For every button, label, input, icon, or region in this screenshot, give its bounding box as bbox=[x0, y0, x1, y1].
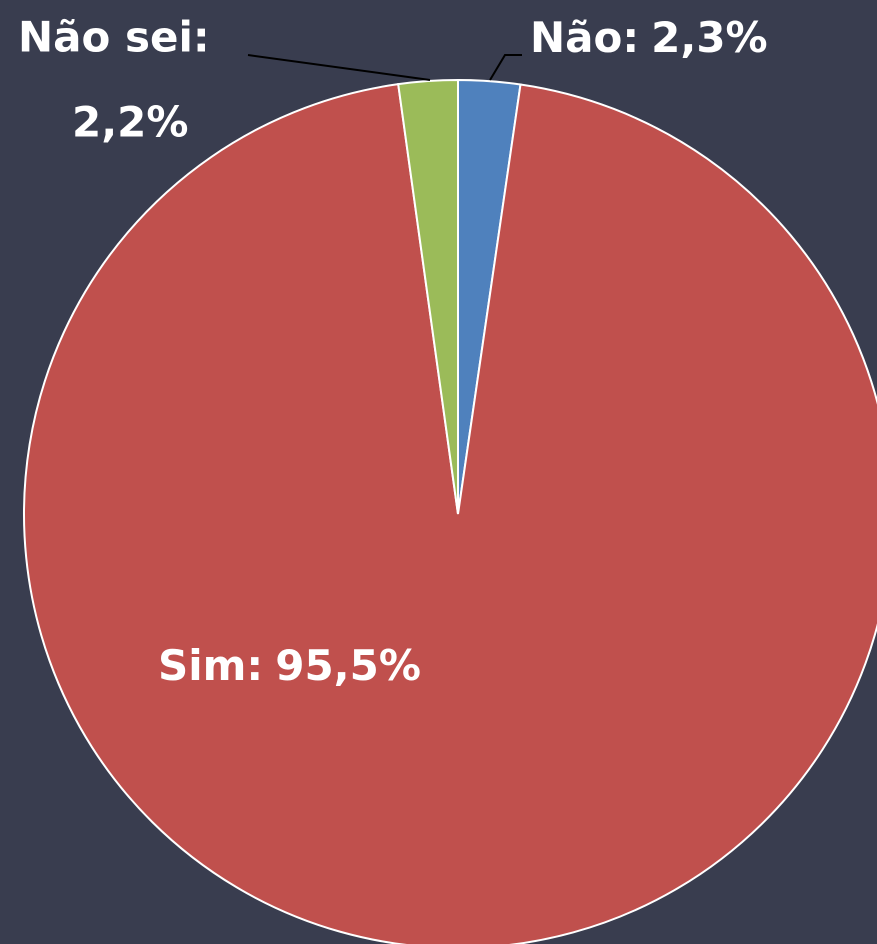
category-label: Não: bbox=[530, 13, 639, 62]
pie-slice bbox=[397, 78, 459, 515]
value-label: 2,2% bbox=[72, 98, 188, 147]
value-label: 2,3% bbox=[651, 13, 767, 62]
data-label: Não: 2,3% bbox=[530, 13, 768, 62]
data-label: Sim: 95,5% bbox=[158, 641, 421, 690]
category-label: Não sei: bbox=[18, 13, 210, 62]
leader-line bbox=[247, 54, 431, 81]
leader-line bbox=[489, 54, 522, 81]
category-label: Sim: bbox=[158, 641, 263, 690]
value-label: 95,5% bbox=[275, 641, 421, 690]
pie-slice bbox=[23, 83, 877, 944]
labels: Não: 2,3% Sim: 95,5% Não sei: 2,2% bbox=[18, 13, 768, 690]
slices bbox=[23, 78, 877, 944]
